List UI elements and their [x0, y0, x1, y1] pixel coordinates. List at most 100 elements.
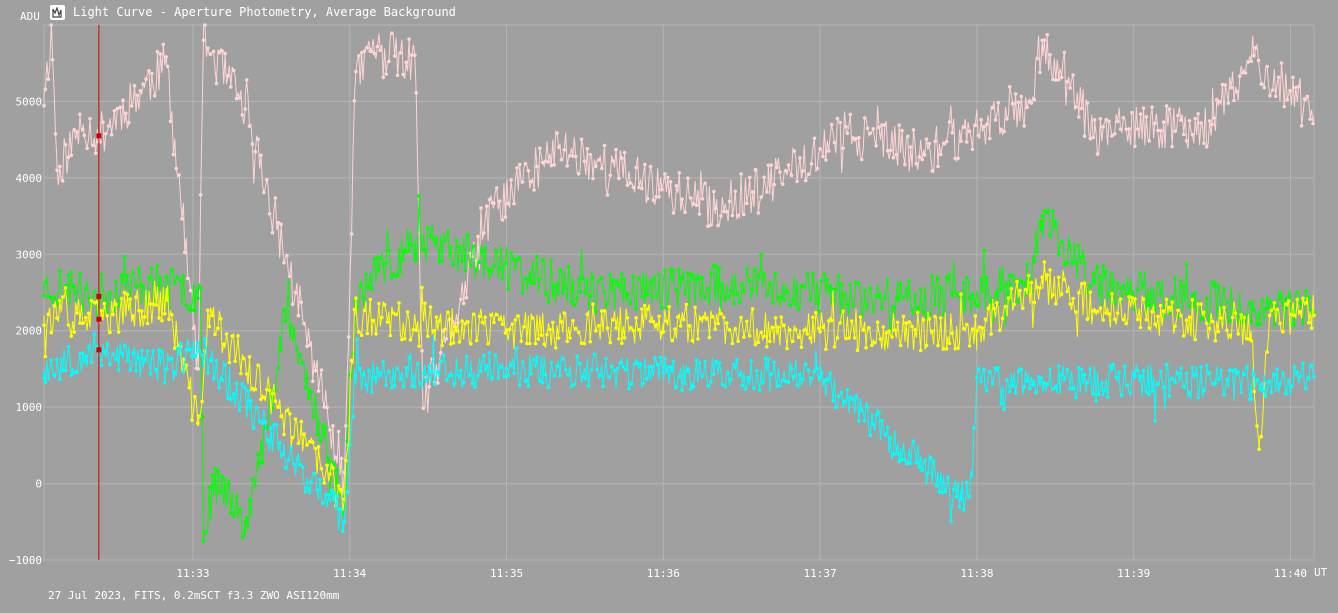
data-point [404, 250, 409, 254]
data-point [746, 375, 750, 380]
data-point [1173, 380, 1177, 385]
data-point [1022, 281, 1026, 285]
data-point [1225, 377, 1229, 382]
data-point [753, 268, 758, 273]
data-point [1227, 368, 1232, 373]
data-point [85, 146, 89, 151]
data-point [793, 302, 798, 307]
data-point [1222, 305, 1226, 310]
data-point [197, 414, 201, 419]
data-point [959, 497, 963, 501]
data-point [950, 294, 955, 298]
data-point [335, 468, 340, 472]
data-point [454, 238, 459, 243]
data-point [282, 261, 286, 265]
data-point [226, 396, 230, 401]
data-point [139, 348, 144, 353]
data-point [1184, 318, 1189, 323]
data-point [83, 286, 88, 291]
y-tick-label: 5000 [16, 95, 43, 108]
data-point [592, 352, 597, 357]
data-point [848, 112, 853, 117]
data-point [341, 529, 345, 533]
data-point [780, 378, 785, 383]
data-point [532, 357, 536, 362]
data-point [1071, 73, 1075, 77]
light-curve-app-icon[interactable] [50, 4, 65, 20]
data-point [369, 49, 374, 54]
data-point [174, 166, 178, 171]
data-point [742, 335, 746, 339]
data-point [321, 423, 325, 427]
data-point [138, 89, 143, 93]
data-point [814, 301, 818, 306]
data-point [125, 292, 130, 297]
data-point [648, 279, 653, 284]
data-point [936, 164, 940, 169]
data-point [471, 244, 476, 248]
data-point [178, 278, 183, 283]
data-point [643, 162, 647, 167]
data-point [947, 273, 952, 277]
data-point [979, 277, 983, 282]
data-point [745, 201, 749, 206]
data-point [489, 313, 493, 317]
data-point [173, 281, 177, 285]
data-point [1181, 385, 1186, 389]
data-point [1039, 376, 1044, 381]
data-point [985, 389, 989, 393]
data-point [1035, 250, 1039, 255]
data-point [404, 366, 409, 370]
data-point [150, 71, 154, 76]
data-point [1261, 389, 1265, 394]
data-point [880, 306, 884, 311]
data-point [66, 323, 71, 327]
data-point [1071, 261, 1075, 266]
data-point [628, 301, 633, 306]
data-point [214, 359, 219, 363]
data-point [270, 230, 275, 235]
data-point [157, 348, 161, 352]
data-point [151, 302, 155, 307]
data-point [305, 443, 309, 447]
data-point [1048, 52, 1052, 57]
data-point [164, 55, 168, 59]
time-cursor[interactable] [96, 25, 102, 560]
data-point [1120, 393, 1124, 398]
data-point [594, 329, 598, 333]
data-point [657, 195, 661, 199]
data-point [267, 388, 272, 393]
data-point [42, 375, 46, 380]
data-point [671, 268, 676, 273]
data-point [331, 424, 335, 428]
data-point [724, 209, 729, 214]
data-point [709, 223, 713, 227]
data-point [608, 340, 613, 345]
data-point [221, 342, 226, 347]
data-point [1124, 127, 1128, 132]
data-point [345, 490, 350, 495]
data-point [1239, 390, 1243, 395]
data-point [1276, 75, 1281, 80]
data-point [786, 380, 791, 385]
data-point [43, 380, 48, 385]
data-point [375, 44, 380, 49]
data-point [365, 46, 370, 50]
data-point [769, 163, 773, 167]
data-point [1286, 299, 1291, 303]
data-point [349, 232, 354, 236]
data-point [970, 327, 975, 331]
data-point [730, 213, 735, 218]
data-point [536, 337, 541, 341]
data-point [286, 458, 291, 463]
data-point [1161, 120, 1166, 124]
data-point [631, 328, 636, 333]
data-point [493, 353, 498, 357]
data-point [756, 211, 761, 215]
data-point [1239, 313, 1243, 317]
data-point [710, 314, 715, 319]
data-point [904, 286, 909, 290]
data-point [805, 271, 809, 276]
data-point [290, 302, 295, 307]
